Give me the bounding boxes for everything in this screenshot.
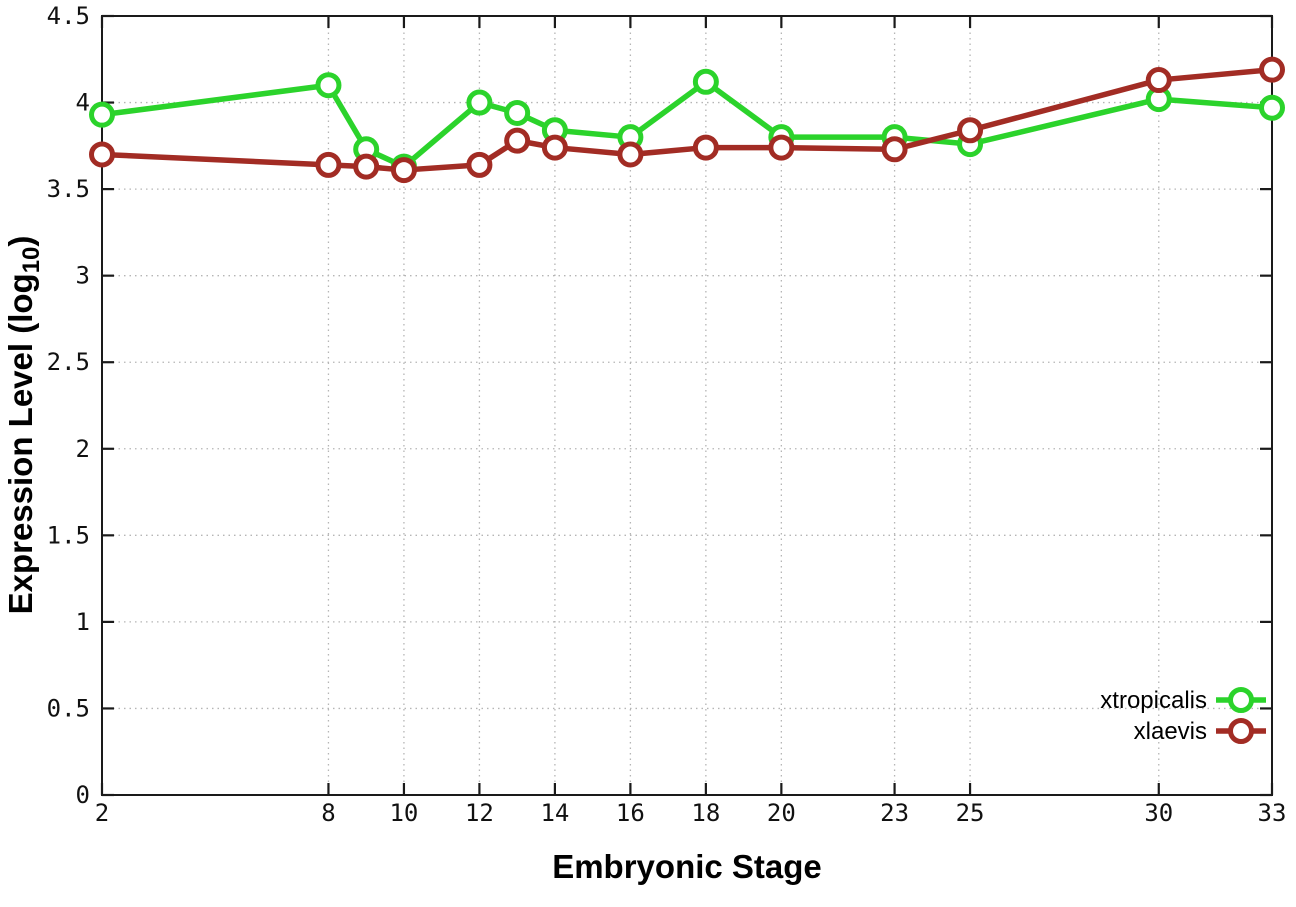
y-axis-title-suffix: ) — [2, 236, 39, 247]
data-point-xtropicalis — [315, 72, 342, 99]
data-point-xlaevis — [89, 141, 115, 168]
data-point-xtropicalis — [1259, 94, 1285, 121]
x-tick-label: 8 — [321, 799, 335, 827]
data-point-xtropicalis — [504, 99, 531, 126]
x-axis-title: Embryonic Stage — [552, 848, 822, 885]
tick-labels: 2 8 10 12 14 16 18 20 23 25 30 33 0 0.5 1 1.5 2 2.5 3 3.5 4 4… — [47, 2, 1287, 827]
x-tick-label: 20 — [767, 799, 796, 827]
legend-label-xtropicalis: xtropicalis — [1100, 687, 1207, 714]
data-point-xlaevis — [315, 151, 342, 178]
data-point-xlaevis — [692, 134, 719, 161]
legend-label-xlaevis: xlaevis — [1134, 718, 1207, 745]
legend-entry-xtropicalis: xtropicalis — [1100, 687, 1266, 714]
x-tick-label: 18 — [691, 799, 720, 827]
data-series — [89, 56, 1285, 184]
x-tick-label: 14 — [540, 799, 569, 827]
y-tick-label: 4.5 — [47, 2, 90, 30]
x-tick-label: 16 — [616, 799, 645, 827]
data-point-xtropicalis — [466, 89, 493, 116]
legend: xtropicalis xlaevis — [1100, 687, 1266, 745]
data-point-xlaevis — [617, 141, 644, 168]
data-point-xlaevis — [466, 151, 493, 178]
data-point-xlaevis — [768, 134, 795, 161]
data-point-xlaevis — [353, 153, 380, 180]
x-tick-label: 25 — [956, 799, 985, 827]
y-tick-label: 1.5 — [47, 521, 90, 549]
y-tick-label: 1 — [76, 608, 90, 636]
data-point-xlaevis — [390, 157, 417, 184]
x-tick-label: 12 — [465, 799, 494, 827]
data-point-xtropicalis — [89, 101, 115, 128]
y-axis-title: Expression Level (log10) — [2, 236, 45, 615]
gridlines — [101, 15, 1273, 796]
y-tick-label: 3 — [76, 262, 90, 290]
data-point-xlaevis — [541, 134, 568, 161]
data-point-xlaevis — [504, 127, 531, 154]
data-point-xtropicalis — [692, 68, 719, 95]
y-tick-label: 0 — [76, 781, 90, 809]
y-axis-title-subscript: 10 — [18, 247, 45, 274]
y-tick-label: 4 — [76, 89, 90, 117]
data-point-xlaevis — [957, 117, 984, 144]
data-point-xlaevis — [1145, 67, 1172, 94]
series-line-xlaevis — [99, 66, 1275, 173]
y-tick-label: 0.5 — [47, 694, 90, 722]
x-tick-label: 23 — [880, 799, 909, 827]
plot-border — [101, 15, 1273, 796]
y-tick-label: 2 — [76, 435, 90, 463]
x-tick-label: 33 — [1258, 799, 1287, 827]
legend-entry-xlaevis: xlaevis — [1134, 718, 1266, 745]
data-point-xlaevis — [881, 136, 908, 163]
y-tick-label: 3.5 — [47, 175, 90, 203]
x-tick-label: 10 — [389, 799, 418, 827]
y-tick-label: 2.5 — [47, 348, 90, 376]
legend-marker-xlaevis — [1228, 718, 1254, 744]
data-point-xlaevis — [1259, 56, 1285, 83]
x-tick-label: 2 — [95, 799, 109, 827]
axis-ticks — [100, 14, 1274, 797]
x-tick-label: 30 — [1144, 799, 1173, 827]
y-axis-title-main: Expression Level (log — [2, 273, 39, 614]
legend-marker-xtropicalis — [1228, 687, 1254, 713]
